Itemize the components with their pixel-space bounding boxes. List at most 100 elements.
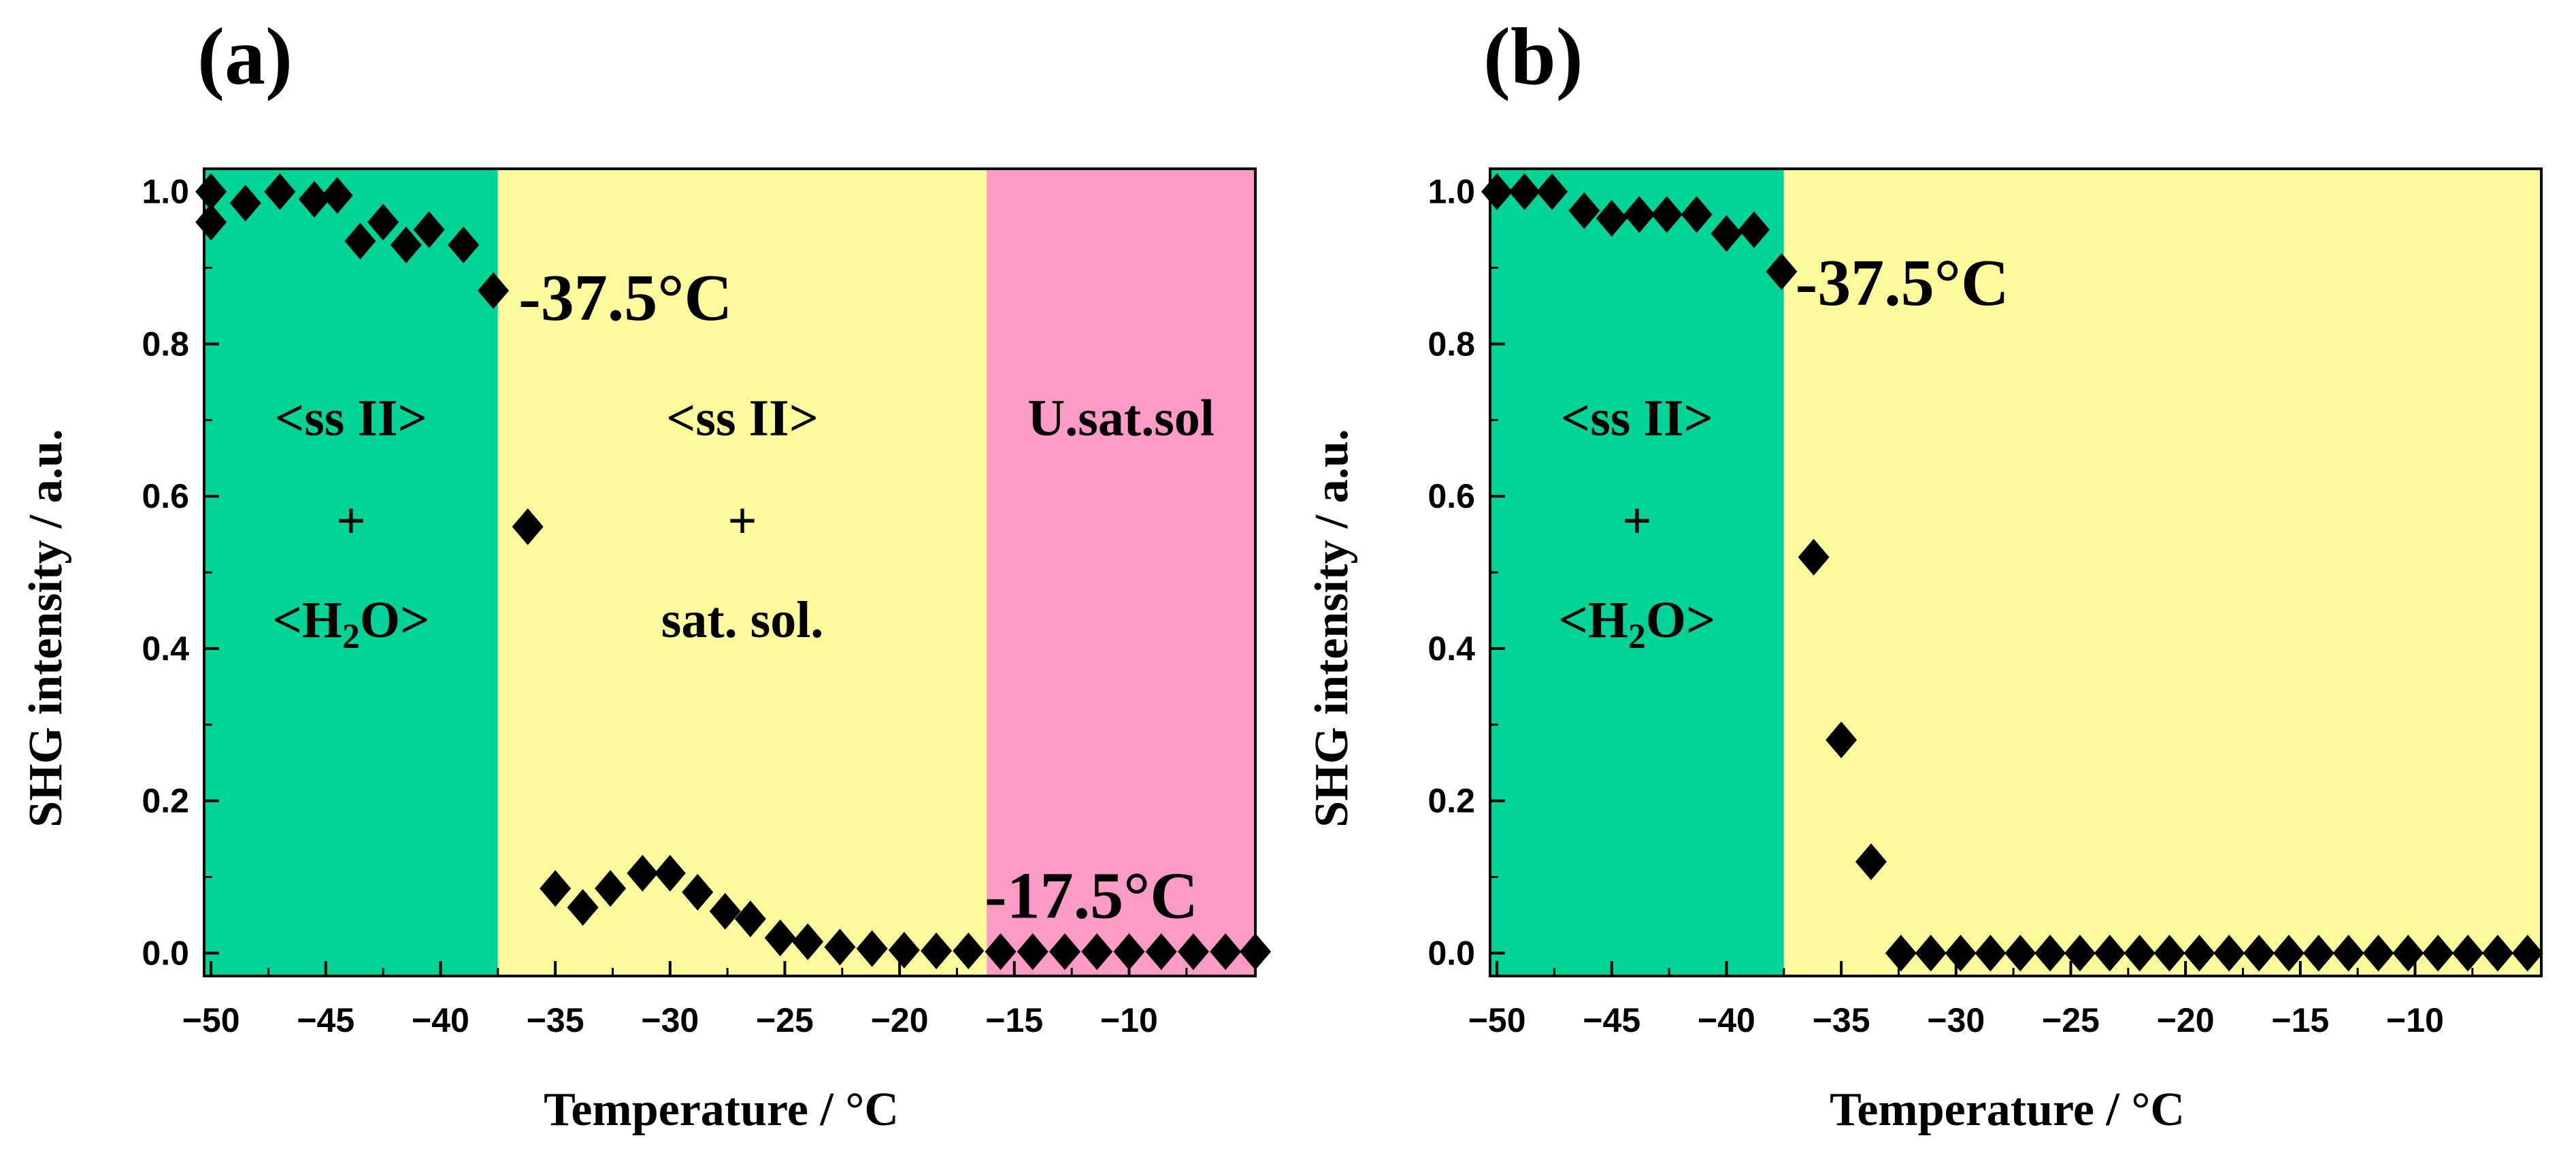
data-point	[567, 889, 599, 926]
data-point	[792, 923, 824, 960]
axes: −50 −45 −40 −35 −30 −25 −20 −15 −10 0.0 0.2 0.4 0.6 0…	[1427, 167, 2543, 1039]
data-point	[2094, 934, 2126, 972]
axes: −50 −45 −40 −35 −30 −25 −20 −15 −10 0.0 0.2 0.4 0.6 0…	[142, 167, 1257, 1039]
data-point	[1826, 721, 1857, 759]
data-point	[321, 177, 353, 214]
data-point	[2183, 934, 2215, 972]
annotation-layer: -37.5°C -17.5°C	[518, 261, 1198, 932]
data-point	[1536, 173, 1568, 210]
region-2	[987, 169, 1255, 976]
y-tick-label: 0.6	[1427, 477, 1475, 515]
data-point	[413, 211, 445, 248]
x-axis-title: Temperature / °C	[1830, 1084, 2185, 1136]
data-point	[824, 928, 856, 966]
data-point	[764, 920, 796, 957]
region-0-label-line: +	[1622, 493, 1651, 550]
annotation-0: -37.5°C	[1796, 246, 2009, 320]
data-point	[985, 933, 1017, 971]
data-point	[627, 854, 659, 892]
region-1-label-line: +	[727, 493, 757, 550]
data-point	[2243, 934, 2275, 972]
y-tick-label: 0.8	[142, 325, 189, 363]
region-label-layer: <ss II> + <H2O>	[1558, 390, 1715, 657]
x-axis-title: Temperature / °C	[544, 1084, 899, 1136]
region-1-label-line: sat. sol.	[661, 591, 824, 649]
x-tick-label: −20	[871, 1001, 929, 1039]
data-point	[2302, 934, 2334, 972]
y-tick-label: 0.0	[142, 934, 189, 972]
panel-label: (a)	[197, 11, 293, 101]
region-layer	[1490, 169, 2541, 976]
data-point	[734, 900, 766, 938]
data-point	[1177, 933, 1209, 971]
data-point	[512, 508, 544, 545]
data-point	[595, 870, 627, 907]
data-point	[195, 204, 227, 241]
data-point	[1049, 933, 1081, 971]
region-0	[204, 169, 498, 976]
data-point	[682, 873, 714, 911]
y-tick-label: 0.8	[1427, 325, 1475, 363]
data-point	[2213, 934, 2245, 972]
region-1	[1783, 169, 2541, 976]
data-point	[1798, 538, 1830, 576]
data-point	[540, 870, 572, 907]
region-0-label-line: +	[336, 493, 365, 550]
data-point	[1651, 196, 1683, 233]
data-point	[2273, 934, 2305, 972]
data-point	[1113, 933, 1145, 971]
data-point	[1145, 933, 1177, 971]
y-tick-label: 0.4	[1427, 630, 1475, 668]
data-point	[2034, 934, 2066, 972]
x-tick-label: −10	[1100, 1001, 1158, 1039]
data-point	[1766, 253, 1798, 291]
x-tick-label: −10	[2386, 1001, 2444, 1039]
x-tick-label: −15	[2271, 1001, 2329, 1039]
panel-a: (a) <ss II>+<H2O><ss II>+sat. sol.U.sat.…	[20, 11, 1271, 1136]
x-tick-label: −25	[2042, 1001, 2100, 1039]
data-point	[1885, 934, 1917, 972]
data-point	[229, 184, 261, 222]
region-0-label-line: <ss II>	[1561, 390, 1713, 447]
x-tick-label: −25	[756, 1001, 814, 1039]
region-1-label-line: <ss II>	[666, 390, 819, 447]
annotation-0: -37.5°C	[518, 261, 732, 335]
region-0-label-line: <ss II>	[275, 390, 427, 447]
data-point	[2392, 934, 2424, 972]
data-point	[1855, 843, 1887, 881]
x-tick-label: −30	[1927, 1001, 1985, 1039]
region-layer	[204, 169, 1255, 976]
x-tick-label: −20	[2157, 1001, 2215, 1039]
data-point	[856, 930, 888, 967]
data-point	[953, 932, 985, 970]
data-point	[264, 173, 296, 210]
data-point	[1623, 196, 1655, 233]
x-tick-label: −50	[1468, 1001, 1526, 1039]
data-point	[1738, 211, 1770, 248]
region-label-layer: <ss II>+<H2O><ss II>+sat. sol.U.sat.sol	[272, 390, 1214, 657]
data-point	[2004, 934, 2036, 972]
x-tick-label: −40	[412, 1001, 469, 1039]
data-point	[2332, 934, 2364, 972]
region-0-label-line: <H2O>	[1558, 591, 1715, 656]
y-axis-title: SHG intensity / a.u.	[20, 429, 72, 827]
data-point	[1915, 934, 1947, 972]
data-point	[1017, 933, 1048, 971]
data-point	[1945, 934, 1977, 972]
panel-b: (b) <ss II>+<H2O> −50 −45 −40 −35 −30 −25 −20−…	[1306, 11, 2543, 1136]
y-tick-label: 0.2	[142, 782, 189, 820]
annotation-1: -17.5°C	[985, 860, 1198, 933]
y-tick-label: 0.6	[142, 477, 189, 515]
y-tick-label: 0.4	[142, 630, 189, 668]
data-points	[1481, 173, 2543, 972]
y-tick-label: 0.0	[1427, 934, 1475, 972]
data-point	[1711, 215, 1743, 253]
data-point	[390, 226, 422, 263]
region-0	[1490, 169, 1784, 976]
data-point	[1240, 933, 1271, 971]
data-point	[1508, 173, 1540, 210]
x-tick-label: −40	[1698, 1001, 1755, 1039]
data-point	[921, 932, 953, 970]
panel-label: (b)	[1483, 11, 1583, 101]
data-point	[888, 931, 920, 969]
